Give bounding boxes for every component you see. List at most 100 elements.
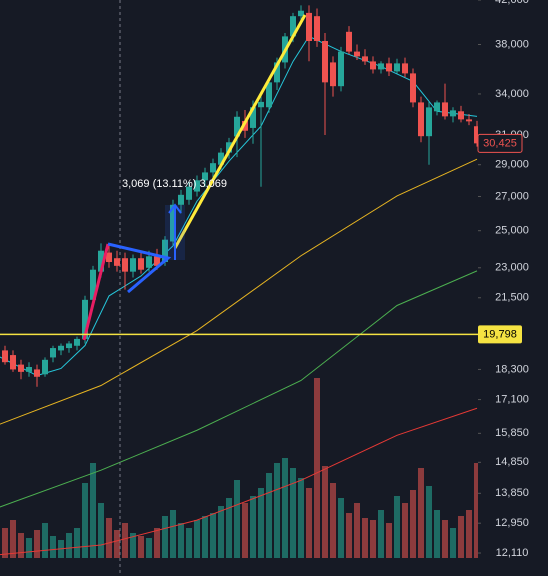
candle-body (26, 367, 32, 372)
candle-body (130, 258, 136, 272)
volume-bar (106, 518, 112, 558)
volume-bar (386, 523, 392, 558)
volume-bar (218, 506, 224, 558)
candle-body (122, 258, 128, 272)
candle-body (90, 269, 96, 300)
candle-body (106, 252, 112, 263)
pennant (107, 242, 172, 294)
candle-body (58, 345, 64, 351)
volume-bar (98, 503, 104, 558)
y-tick-label: 14,850 (495, 456, 529, 468)
volume-bar (90, 463, 96, 558)
candle-body (114, 258, 120, 266)
volume-bar (2, 528, 8, 558)
candle-body (162, 239, 168, 263)
level-label: 19,798 (483, 328, 517, 340)
y-tick-label: 15,850 (495, 427, 529, 439)
volume-bar (226, 498, 232, 558)
volume-bar (274, 463, 280, 558)
trend-line (173, 14, 307, 249)
volume-bar (338, 498, 344, 558)
candle-body (242, 120, 248, 131)
candle-body (274, 62, 280, 83)
volume-bar (66, 533, 72, 558)
candle-body (458, 111, 464, 120)
y-tick-label: 42,000 (495, 0, 529, 6)
y-tick-label: 27,000 (495, 190, 529, 202)
volume-bar (346, 513, 352, 558)
volume-bar (42, 523, 48, 558)
last-price-label: 30,425 (483, 137, 517, 149)
volume-bar (378, 510, 384, 558)
y-tick-label: 17,100 (495, 393, 529, 405)
candle-body (450, 110, 456, 117)
moving-average (0, 158, 478, 425)
candle-body (98, 250, 104, 272)
candle-body (2, 350, 8, 363)
volume-bar (442, 520, 448, 558)
candle-body (34, 369, 40, 377)
volume-bar (74, 528, 80, 558)
candle-body (314, 16, 320, 42)
measure-arrow-head (168, 203, 182, 214)
volume-bar (474, 463, 478, 558)
volume-bar (234, 480, 240, 558)
last-price-box (477, 133, 523, 153)
candle-body (234, 116, 240, 137)
candle-body (178, 194, 184, 205)
volume-bar (130, 533, 136, 558)
candle-body (394, 63, 400, 72)
y-tick-label: 21,500 (495, 292, 529, 304)
drawings (82, 14, 307, 341)
candle-body (410, 73, 416, 103)
volume-bar (138, 536, 144, 558)
volume-bar (298, 478, 304, 558)
volume-bar (250, 496, 256, 558)
candle-body (354, 51, 360, 57)
volume-bar (306, 488, 312, 558)
candle-body (194, 180, 200, 192)
volume-bar (242, 503, 248, 558)
candle-body (186, 186, 192, 200)
volume-bar (266, 473, 272, 558)
price-axis: 42,00038,00034,00031,00029,00027,00025,0… (477, 0, 529, 559)
volume-bar (426, 486, 432, 558)
volume-bar (282, 458, 288, 558)
candle-body (402, 63, 408, 74)
volume-bar (410, 490, 416, 558)
candle-body (50, 348, 56, 358)
volume-bar (394, 496, 400, 558)
volume-bar (458, 516, 464, 558)
candle-body (418, 102, 424, 137)
volume-bar (322, 466, 328, 558)
volume-bar (50, 536, 56, 558)
candle-body (18, 364, 24, 372)
y-tick-label: 18,300 (495, 363, 529, 375)
volume-bar (290, 468, 296, 558)
volume-bar (82, 483, 88, 558)
volume-bar (194, 520, 200, 558)
candle-body (138, 258, 144, 270)
candle-body (306, 12, 312, 42)
candle-body (290, 16, 296, 37)
volume-bar (202, 516, 208, 558)
y-tick-label: 13,850 (495, 487, 529, 499)
volume-bar (418, 468, 424, 558)
candle-body (202, 172, 208, 181)
candle-body (146, 256, 152, 268)
volume-layer (2, 378, 478, 558)
candle-body (170, 204, 176, 242)
volume-bar (314, 378, 320, 558)
level-label-box (478, 325, 522, 344)
volume-bar (154, 528, 160, 558)
volume-bar (178, 523, 184, 558)
moving-average (0, 407, 478, 556)
candle-body (82, 299, 88, 339)
candle-body (466, 119, 472, 122)
moving-average (0, 35, 478, 377)
ma-layer (0, 35, 478, 556)
volume-bar (450, 528, 456, 558)
volume-bar (170, 510, 176, 558)
